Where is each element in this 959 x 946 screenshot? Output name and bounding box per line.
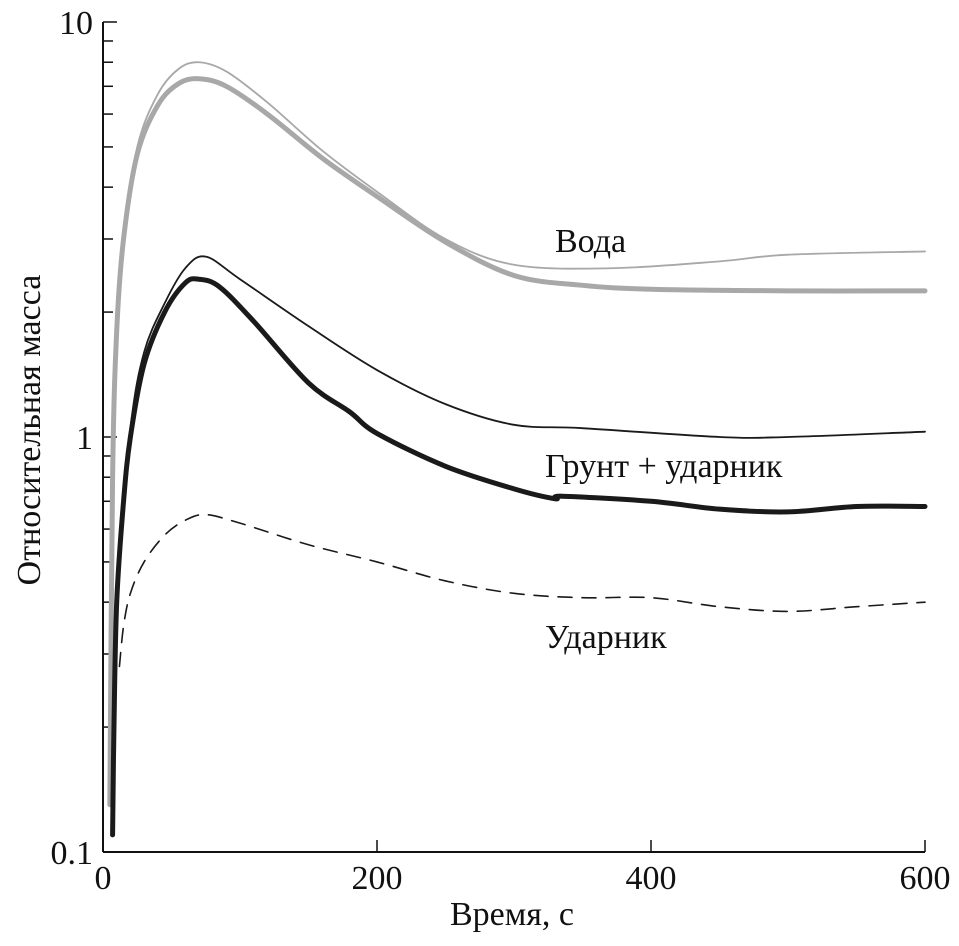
annotation-udarnik: Ударник [545, 619, 667, 656]
x-axis-title: Время, с [450, 896, 574, 933]
y-tick-label: 1 [76, 420, 93, 457]
axes: 0.1 1 10 0 200 400 600 [51, 5, 951, 897]
x-tick-label: 600 [900, 860, 951, 897]
series-line-4 [110, 276, 928, 838]
series-group [107, 61, 928, 838]
series-line-3 [115, 255, 926, 582]
annotation-voda: Вода [555, 223, 626, 260]
y-axis-title: Относительная масса [11, 275, 48, 586]
series-line-2 [107, 76, 928, 808]
labels: Время, с Относительная масса Вода Грунт … [11, 223, 783, 933]
y-tick-label: 0.1 [51, 835, 94, 872]
x-tick-label: 0 [95, 860, 112, 897]
y-tick-label: 10 [59, 5, 93, 42]
series-line-5 [118, 513, 926, 668]
annotation-grunt-udarnik: Грунт + ударник [545, 448, 783, 485]
x-tick-label: 400 [626, 860, 677, 897]
x-tick-label: 200 [352, 860, 403, 897]
series-line-1 [108, 61, 926, 806]
